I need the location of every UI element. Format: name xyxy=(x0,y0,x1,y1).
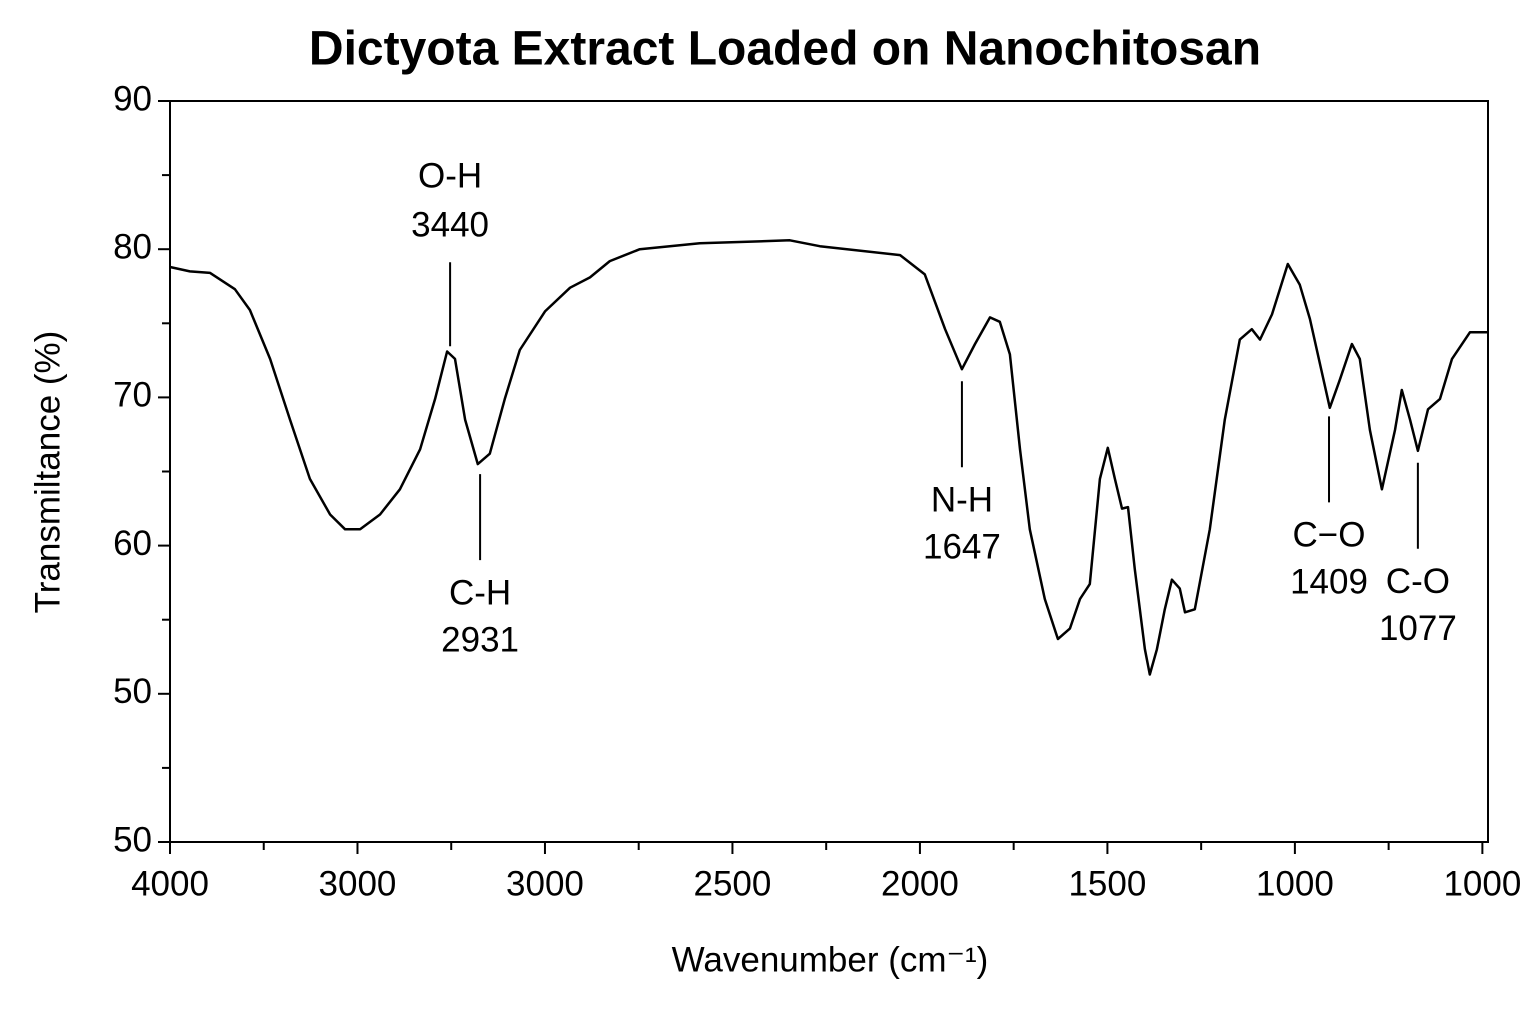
x-tick-label: 2500 xyxy=(694,864,772,903)
y-tick-label: 50 xyxy=(113,820,152,859)
x-tick-label: 1000 xyxy=(1256,864,1334,903)
x-tick-label: 3000 xyxy=(319,864,397,903)
y-tick-label: 80 xyxy=(113,227,152,266)
annotation-label: N-H xyxy=(931,480,993,519)
x-tick-label: 1500 xyxy=(1068,864,1146,903)
annotation-label: 3440 xyxy=(411,206,489,245)
annotation-label: C−O xyxy=(1293,516,1366,555)
x-axis-label: Wavenumber (cm⁻¹) xyxy=(672,940,989,979)
plot-frame xyxy=(169,100,1489,843)
y-tick-label: 90 xyxy=(113,79,152,118)
x-tick-label: 1000 xyxy=(1443,864,1521,903)
annotation-label: O-H xyxy=(418,157,482,196)
y-tick-label: 70 xyxy=(113,376,152,415)
annotation-label: C-H xyxy=(449,573,511,612)
annotation-label: 1647 xyxy=(923,527,1001,566)
x-tick-label: 4000 xyxy=(131,864,209,903)
y-axis-label: Transmiltance (%) xyxy=(28,331,67,614)
annotation-label: C-O xyxy=(1386,562,1450,601)
spectrum-line xyxy=(169,239,1488,676)
annotation-label: 1409 xyxy=(1290,563,1368,602)
chart-title: Dictyota Extract Loaded on Nanochitosan xyxy=(309,23,1261,76)
y-tick-label: 60 xyxy=(113,524,152,563)
y-tick-label: 50 xyxy=(113,672,152,711)
x-tick-label: 3000 xyxy=(506,864,584,903)
annotation-label: 1077 xyxy=(1379,609,1457,648)
x-tick-label: 2000 xyxy=(881,864,959,903)
annotation-label: 2931 xyxy=(441,620,519,659)
